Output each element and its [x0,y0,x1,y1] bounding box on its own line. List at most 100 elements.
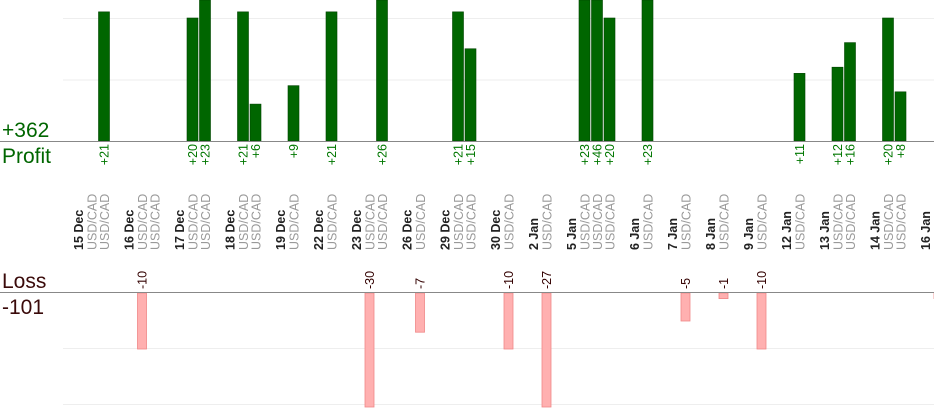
loss-value-label: -1 [932,278,934,289]
profit-bar [641,0,654,142]
date-label: 29 Dec [439,210,453,250]
pair-label: USD/CAD [149,194,163,250]
pair-label: USD/CAD [933,194,934,250]
date-label: 14 Jan [869,211,883,250]
profit-bar [186,17,199,142]
loss-value-label: -10 [755,271,769,289]
profit-bar [894,91,907,142]
profit-value-label: +21 [452,144,466,165]
profit-heading: Profit [2,145,51,168]
profit-bar [882,17,894,142]
pair-label: USD/CAD [591,194,605,250]
loss-value-label: -30 [363,271,377,289]
date-label: 8 Jan [704,218,718,250]
date-label: 12 Jan [780,211,794,250]
date-label: 17 Dec [173,210,187,250]
loss-bar [541,292,552,408]
pair-label: USD/CAD [414,194,428,250]
pair-label: USD/CAD [237,194,251,250]
profit-bar [98,11,110,142]
profit-bar [578,0,591,142]
pair-label: USD/CAD [756,194,770,250]
pair-label: USD/CAD [199,194,213,250]
loss-value-label: -5 [679,278,693,289]
profit-value-label: +20 [186,144,200,165]
loss-bar [415,292,425,333]
loss-value-label: -7 [414,278,428,289]
profit-bar [831,66,844,142]
profit-bar [237,11,249,142]
profit-bar [591,0,603,142]
pair-label: USD/CAD [579,194,593,250]
date-label: 19 Dec [274,210,288,250]
profit-bar [464,48,477,142]
loss-value-label: -10 [502,271,516,289]
profit-value-label: +21 [98,144,112,165]
loss-bar [680,292,691,322]
pair-label: USD/CAD [718,194,732,250]
loss-bar [137,292,147,350]
bars [98,0,934,408]
date-label: 22 Dec [312,210,326,250]
loss-total: -101 [2,296,44,319]
pair-label: USD/CAD [136,194,150,250]
profit-value-label: +20 [603,144,617,165]
pair-label: USD/CAD [376,194,390,250]
profit-value-label: +16 [844,144,858,165]
pair-label: USD/CAD [364,194,378,250]
profit-bar [325,11,338,142]
date-label: 13 Jan [818,211,832,250]
loss-value-label: -10 [136,271,150,289]
profit-bar [249,103,262,142]
date-label: 9 Jan [742,218,756,250]
profit-bar [793,73,806,142]
pair-label: USD/CAD [642,194,656,250]
pair-label: USD/CAD [187,194,201,250]
date-label: 2 Jan [527,218,541,250]
profit-bar [376,0,388,142]
profit-value-label: +9 [287,144,301,158]
date-label: 15 Dec [72,210,86,250]
profit-value-label: +20 [882,144,896,165]
profit-value-label: +26 [376,144,390,165]
date-label: 26 Dec [401,210,415,250]
pair-label: USD/CAD [680,194,694,250]
profit-value-label: +23 [199,144,213,165]
date-label: 16 Dec [123,210,137,250]
pair-label: USD/CAD [832,194,846,250]
pair-label: USD/CAD [86,194,100,250]
loss-heading: Loss [2,270,46,293]
pair-label: USD/CAD [844,194,858,250]
date-label: 7 Jan [666,218,680,250]
loss-bar [503,292,514,350]
pair-label: USD/CAD [452,194,466,250]
profit-value-label: +11 [793,144,807,164]
loss-bar [756,292,767,350]
date-label: 5 Jan [565,218,579,250]
profit-bar [844,42,856,142]
pair-label: USD/CAD [250,194,264,250]
profit-value-label: +46 [591,144,605,165]
loss-bar [718,292,729,299]
date-label: 16 Jan [919,211,933,250]
profit-value-label: +23 [578,144,592,165]
pair-label: USD/CAD [503,194,517,250]
profit-value-label: +12 [831,144,845,165]
pair-label: USD/CAD [288,194,302,250]
loss-value-label: -27 [540,271,554,289]
profit-value-label: +23 [641,144,655,165]
pair-label: USD/CAD [882,194,896,250]
loss-bar [364,292,375,408]
profit-value-label: +15 [464,144,478,165]
pair-label: USD/CAD [98,194,112,250]
profit-value-label: +21 [325,144,339,165]
profit-value-label: +21 [237,144,251,165]
pair-label: USD/CAD [465,194,479,250]
profit-value-label: +6 [249,144,263,158]
date-label: 6 Jan [628,218,642,250]
profit-total: +362 [2,119,49,142]
profit-bar [199,0,211,142]
date-label: 23 Dec [350,210,364,250]
